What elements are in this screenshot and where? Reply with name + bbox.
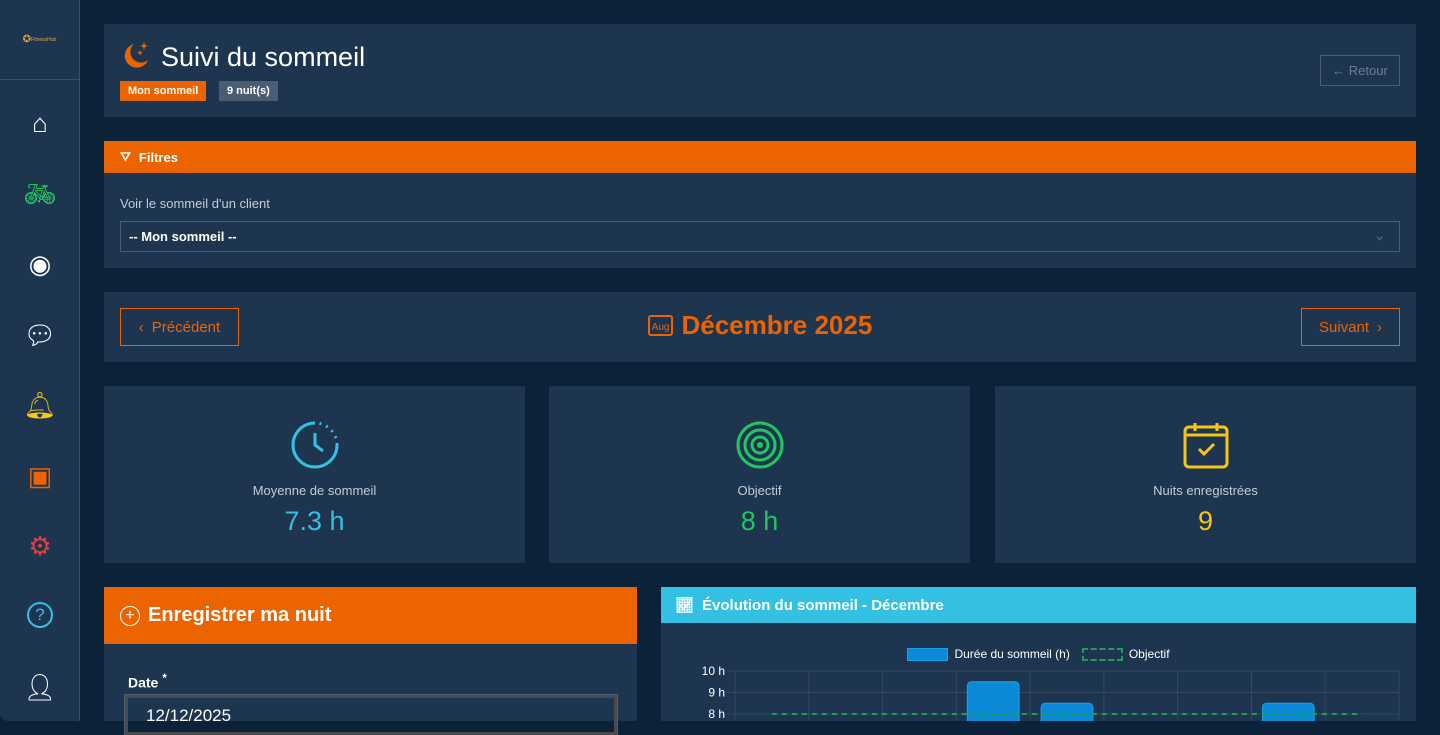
stat-label: Nuits enregistrées	[1153, 483, 1258, 498]
chevron-left-icon: ‹	[138, 318, 144, 336]
filters-title: Filtres	[138, 149, 178, 165]
bar	[1261, 702, 1315, 721]
sidebar-item-bell[interactable]: 🔔︎	[0, 390, 80, 421]
sidebar-item-gear[interactable]: ⚙	[0, 531, 80, 562]
previous-label: Précédent	[151, 318, 221, 336]
form-title: Enregistrer ma nuit	[148, 604, 332, 626]
bike-icon: 🚲︎	[23, 178, 57, 209]
stat-value: 9	[1197, 506, 1214, 536]
owner-badge: Mon sommeil	[120, 81, 207, 101]
stat-card-nights: Nuits enregistrées 9	[995, 386, 1416, 563]
sidebar-item-home[interactable]: ⌂	[0, 108, 80, 139]
client-select-label: Voir le sommeil d'un client	[120, 196, 270, 211]
y-tick-label: 8 h	[708, 707, 725, 721]
user-icon: 👤︎	[23, 672, 57, 702]
y-tick-label: 9 h	[708, 686, 725, 700]
sidebar-item-chat[interactable]: 💬︎	[0, 320, 80, 351]
home-icon: ⌂	[32, 108, 48, 138]
target-icon	[736, 421, 783, 469]
date-input-value: 12/12/2025	[146, 706, 232, 725]
logo[interactable]: ✪ FitnessHub	[0, 0, 79, 80]
filters-panel: ⛛ Filtres Voir le sommeil d'un client -- …	[104, 141, 1416, 268]
date-label: Date *	[128, 672, 167, 691]
legend-label: Durée du sommeil (h)	[954, 647, 1070, 661]
chevron-right-icon: ›	[1377, 318, 1383, 336]
next-month-button[interactable]: Suivant ›	[1301, 308, 1400, 346]
previous-month-button[interactable]: ‹ Précédent	[120, 308, 239, 346]
filter-icon: ⛛	[120, 149, 131, 164]
month-navigation: ‹ Précédent Aug Décembre 2025 Suivant ›	[104, 292, 1416, 362]
stat-label: Objectif	[737, 483, 782, 498]
logo-icon: ✪	[22, 34, 32, 45]
stat-card-average: Moyenne de sommeil 7.3 h	[104, 386, 525, 563]
sleep-chart-panel: 📈︎ Évolution du sommeil - Décembre Durée …	[661, 587, 1416, 721]
page-header: Suivi du sommeil Mon sommeil 9 nuit(s) ←…	[104, 24, 1416, 117]
sleep-chart: 10 h 9 h 8 h	[702, 664, 1400, 721]
back-button[interactable]: ← Retour	[1320, 55, 1400, 86]
sidebar-item-badge[interactable]: ▣	[0, 461, 80, 492]
legend-swatch-goal	[1081, 647, 1123, 661]
egg-icon: ◉	[28, 249, 52, 279]
sidebar-item-user[interactable]: 👤︎	[0, 672, 80, 703]
plus-circle-icon: +	[120, 605, 140, 626]
date-input[interactable]: 12/12/2025	[124, 694, 618, 735]
sidebar: ✪ FitnessHub ⌂ 🚲︎ ◉ 💬︎ 🔔︎ ▣ ⚙? 👤︎	[0, 0, 80, 721]
y-tick-label: 10 h	[702, 664, 725, 678]
sleep-entry-form: + Enregistrer ma nuit Date * 12/12/2025	[104, 587, 637, 735]
stat-value: 7.3 h	[284, 506, 345, 536]
help-icon: ?	[27, 601, 53, 628]
moon-stars-icon	[124, 42, 148, 68]
stat-value: 8 h	[740, 506, 779, 536]
page-title: Suivi du sommeil	[161, 42, 366, 72]
chat-icon: 💬︎	[23, 319, 57, 350]
stat-label: Moyenne de sommeil	[252, 483, 377, 498]
chevron-down-icon: ⌄	[1374, 228, 1385, 243]
sidebar-item-bike[interactable]: 🚲︎	[0, 179, 80, 210]
chart-legend: Durée du sommeil (h) Objectif	[661, 647, 1416, 661]
bar	[1040, 702, 1094, 721]
badge-icon: ▣	[27, 460, 53, 491]
calendar-icon: Aug	[647, 315, 674, 336]
chart-title: Évolution du sommeil - Décembre	[702, 596, 944, 614]
bar	[966, 681, 1020, 721]
stat-card-goal: Objectif 8 h	[549, 386, 970, 563]
client-select-value: -- Mon sommeil --	[129, 229, 237, 244]
bell-icon: 🔔︎	[23, 390, 57, 420]
gear-icon: ⚙	[28, 531, 52, 561]
month-title: Décembre 2025	[681, 310, 873, 340]
sidebar-item-help[interactable]: ?	[0, 601, 80, 628]
client-select[interactable]: -- Mon sommeil -- ⌄	[120, 221, 1400, 252]
sidebar-item-egg[interactable]: ◉	[0, 249, 80, 280]
line-chart-icon: 📈︎	[675, 597, 695, 614]
nights-count-badge: 9 nuit(s)	[219, 81, 278, 101]
clock-icon	[291, 421, 338, 469]
legend-swatch-duration	[907, 647, 949, 661]
legend-label: Objectif	[1128, 647, 1170, 661]
calendar-check-icon	[1183, 423, 1228, 469]
next-label: Suivant	[1318, 318, 1370, 336]
